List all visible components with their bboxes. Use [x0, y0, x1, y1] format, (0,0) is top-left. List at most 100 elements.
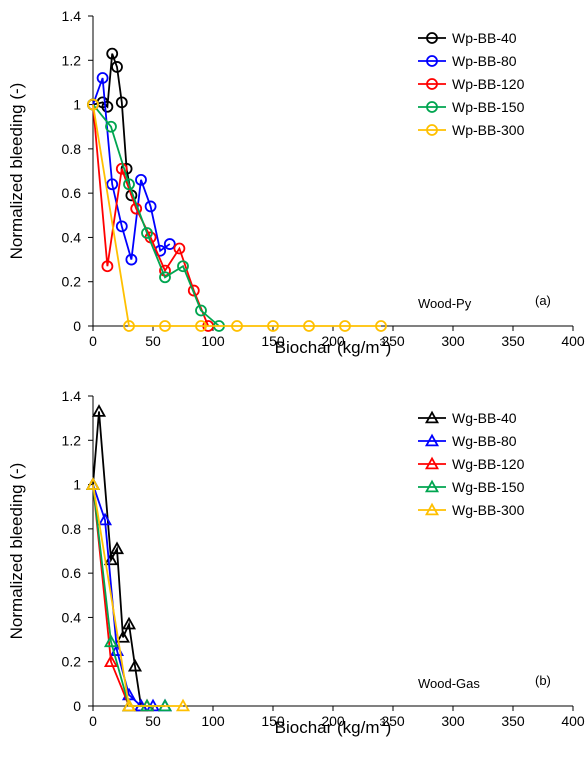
chart-panel-a: 0 0.2 0.4 0.6 0.8 1 1.2 1.4 0 50 100 150 200 250 300 35… — [7, 8, 585, 357]
data-point — [135, 173, 147, 186]
x-tick-label: 150 — [261, 713, 285, 729]
data-point — [175, 698, 191, 712]
data-point — [103, 634, 119, 648]
series-line — [92, 77, 171, 260]
data-point — [144, 200, 157, 213]
y-tick-label: 1.4 — [62, 388, 82, 404]
data-point — [103, 654, 119, 668]
y-axis-title: Normalized bleeding (-) — [7, 463, 26, 640]
x-tick-label: 350 — [501, 333, 525, 349]
x-tick-label: 200 — [321, 333, 345, 349]
data-point — [109, 541, 125, 555]
y-tick-label: 0.2 — [62, 274, 82, 290]
x-tick-label: 300 — [441, 333, 465, 349]
legend-swatch-marker — [426, 124, 438, 136]
legend-swatch-marker — [426, 78, 438, 90]
legend-swatch-marker — [426, 32, 438, 44]
data-point — [123, 320, 135, 332]
y-tick-label: 0 — [73, 698, 81, 714]
data-point — [101, 260, 114, 273]
x-tick-label: 400 — [561, 713, 585, 729]
data-point — [375, 320, 387, 332]
data-point — [115, 96, 128, 109]
data-point — [154, 244, 167, 257]
panel-annotation: Wood-Gas — [418, 676, 480, 691]
data-point — [187, 284, 200, 297]
series-line — [92, 484, 183, 707]
legend-label: Wg-BB-120 — [452, 456, 525, 472]
legend-label: Wp-BB-150 — [452, 99, 525, 115]
data-point — [121, 616, 137, 630]
legend-label: Wg-BB-80 — [452, 433, 517, 449]
x-tick-label: 100 — [201, 333, 225, 349]
x-tick-label: 350 — [501, 713, 525, 729]
y-tick-label: 1.2 — [62, 432, 82, 448]
data-point — [163, 238, 176, 250]
data-point — [123, 178, 135, 191]
x-tick-label: 100 — [201, 713, 225, 729]
legend-label: Wg-BB-150 — [452, 479, 525, 495]
y-tick-label: 0.6 — [62, 565, 82, 581]
data-point — [127, 658, 143, 672]
panel-annotation: Wood-Py — [418, 296, 472, 311]
series-Wg-BB-300 — [85, 477, 191, 712]
data-point — [111, 61, 123, 73]
y-tick-label: 0.4 — [62, 609, 82, 625]
data-point — [115, 220, 128, 233]
data-point — [141, 227, 153, 239]
chart-panel-b: 0 0.2 0.4 0.6 0.8 1 1.2 1.4 0 50 100 150 200 250 300 35… — [7, 388, 585, 737]
x-tick-label: 0 — [89, 713, 97, 729]
y-tick-label: 0.6 — [62, 185, 82, 201]
series-line — [92, 411, 142, 707]
data-point — [339, 320, 351, 332]
data-point — [115, 630, 131, 643]
data-point — [159, 320, 171, 332]
legend-swatch-marker — [424, 456, 440, 470]
x-tick-label: 250 — [381, 333, 405, 349]
y-tick-label: 0.2 — [62, 654, 82, 670]
legend-swatch-marker — [424, 433, 440, 447]
data-point — [195, 304, 207, 317]
data-point — [91, 404, 107, 417]
data-point — [106, 178, 119, 191]
series-Wp-BB-80 — [87, 72, 176, 266]
data-point — [106, 47, 119, 60]
legend-label: Wp-BB-120 — [452, 76, 525, 92]
data-point — [101, 100, 114, 113]
series-line — [92, 104, 220, 327]
y-tick-label: 1.4 — [62, 8, 82, 24]
data-point — [177, 260, 189, 273]
legend-swatch-marker — [426, 101, 438, 113]
x-tick-label: 400 — [561, 333, 585, 349]
data-point — [267, 320, 279, 332]
data-point — [303, 320, 315, 332]
y-tick-label: 0.4 — [62, 229, 82, 245]
series-Wg-BB-150 — [85, 477, 173, 712]
x-tick-label: 200 — [321, 713, 345, 729]
legend-label: Wg-BB-300 — [452, 502, 525, 518]
panel-label: (b) — [535, 673, 551, 688]
x-axis-title: Biochar (kg/m3) — [275, 717, 392, 737]
x-axis-title: Biochar (kg/m3) — [275, 337, 392, 357]
data-point — [195, 320, 207, 332]
data-point — [85, 477, 101, 490]
legend-swatch-marker — [424, 479, 440, 493]
data-point — [96, 72, 109, 84]
data-point — [105, 120, 117, 133]
x-tick-label: 150 — [261, 333, 285, 349]
series-Wp-BB-300 — [87, 98, 387, 332]
y-tick-label: 1 — [73, 477, 81, 493]
x-tick-label: 0 — [89, 333, 97, 349]
y-tick-label: 0.8 — [62, 521, 82, 537]
data-point — [97, 512, 113, 526]
y-tick-label: 0.8 — [62, 141, 82, 157]
series-Wg-BB-80 — [85, 477, 173, 712]
x-tick-label: 250 — [381, 713, 405, 729]
x-tick-label: 50 — [145, 713, 161, 729]
legend-swatch-marker — [426, 55, 438, 67]
data-point — [87, 98, 99, 111]
y-axis-title: Normalized bleeding (-) — [7, 83, 26, 260]
legend-label: Wg-BB-40 — [452, 410, 517, 426]
y-tick-label: 1 — [73, 97, 81, 113]
